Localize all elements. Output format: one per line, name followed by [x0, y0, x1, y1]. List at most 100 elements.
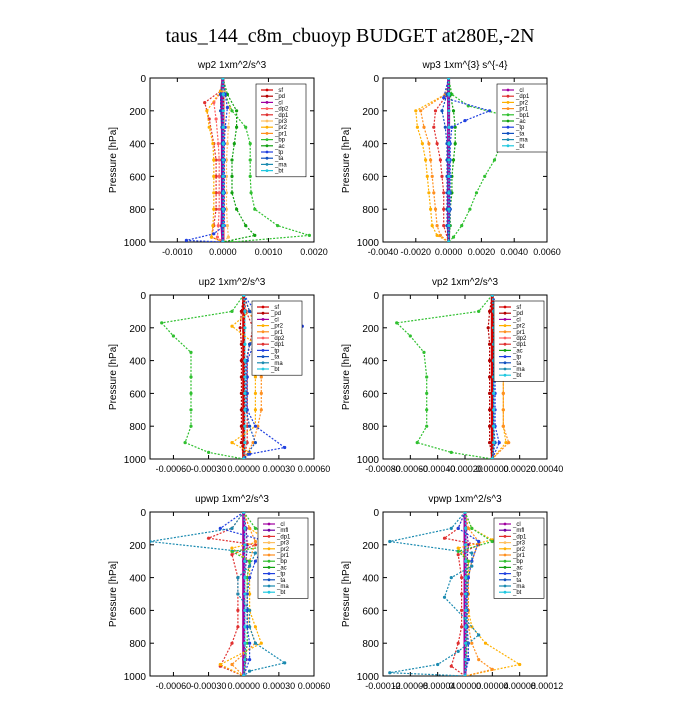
series-point-pr2	[436, 234, 439, 237]
legend-marker	[268, 523, 271, 526]
legend-marker	[504, 324, 507, 327]
series-point-pr2	[427, 191, 430, 194]
legend-label: _pr2	[270, 324, 284, 330]
series-point-ta	[248, 425, 251, 428]
series-point-dp2	[218, 175, 221, 178]
series-line-bp	[397, 295, 493, 459]
series-point-pr1	[502, 392, 505, 395]
legend-marker	[504, 591, 507, 594]
series-point-ac	[235, 109, 238, 112]
legend-label: _tp	[512, 355, 522, 361]
y-tick-label: 400	[362, 357, 379, 368]
legend-label: _dp1	[512, 342, 527, 348]
series-point-ma	[477, 633, 480, 636]
series-point-bt	[447, 208, 450, 211]
series-point-bt	[243, 609, 246, 612]
series-point-dp1	[203, 101, 206, 104]
y-axis-label: Pressure [hPa]	[341, 561, 352, 627]
series-point-bt	[243, 543, 246, 546]
series-point-ma	[436, 663, 439, 666]
legend-marker	[507, 101, 510, 104]
series-point-pr2	[230, 441, 233, 444]
series-point-bp	[425, 392, 428, 395]
series-point-bt	[491, 293, 494, 296]
legend-marker	[507, 138, 510, 141]
series-point-bp	[470, 527, 473, 530]
series-point-pr1	[477, 658, 480, 661]
series-point-bt	[243, 375, 246, 378]
series-point-bp	[172, 334, 175, 337]
legend-label: _pr3	[512, 541, 526, 547]
series-point-bt	[447, 175, 450, 178]
legend-label: _pr3	[274, 119, 288, 125]
series-point-ma	[248, 609, 251, 612]
series-point-bp	[230, 240, 233, 243]
series-point-pr1	[419, 109, 422, 112]
series-point-pd	[240, 425, 243, 428]
series-point-ac	[230, 158, 233, 161]
series-point-bp	[491, 540, 494, 543]
legend-label: _dp1	[515, 94, 530, 100]
legend: _cl_mfl_dp1_pr3_pr2_pr1_bp_ac_tp_ta_ma_b…	[494, 518, 544, 598]
series-point-bp	[308, 234, 311, 237]
legend-marker	[266, 126, 269, 129]
series-point-bt	[447, 93, 450, 96]
legend-marker	[262, 343, 265, 346]
series-point-pd	[488, 359, 491, 362]
series-point-bt	[242, 674, 245, 677]
legend-marker	[268, 566, 271, 569]
series-point-bt	[492, 392, 495, 395]
series-point-bt	[492, 441, 495, 444]
series-point-ma	[470, 551, 473, 554]
series-point-ma	[148, 540, 151, 543]
series-point-pd	[487, 326, 490, 329]
series-point-dp1	[230, 553, 233, 556]
legend-label: _pr2	[515, 100, 529, 106]
series-point-bt	[222, 191, 225, 194]
legend-label: _pr1	[512, 553, 526, 559]
series-point-bp	[416, 441, 419, 444]
legend-label: _tp	[515, 125, 525, 131]
series-point-bt	[222, 158, 225, 161]
series-point-bp	[248, 560, 251, 563]
series-point-tp	[219, 527, 222, 530]
series-point-bt	[447, 142, 450, 145]
series-point-pr2	[254, 375, 257, 378]
series-point-pd	[240, 441, 243, 444]
legend-marker	[504, 337, 507, 340]
series-point-dp1	[236, 625, 239, 628]
legend-label: _cl	[274, 100, 283, 106]
series-point-bt	[464, 560, 467, 563]
legend-label: _pr2	[274, 125, 288, 131]
series-point-ma	[283, 661, 286, 664]
series-point-bt	[243, 425, 246, 428]
series-point-bt	[243, 408, 246, 411]
legend-marker	[268, 554, 271, 557]
legend-marker	[504, 554, 507, 557]
series-point-pr2	[484, 642, 487, 645]
x-tick-label: 0.00000	[227, 681, 260, 691]
series-point-bt	[464, 625, 467, 628]
series-point-bp	[409, 334, 412, 337]
x-tick-label: 0.00060	[298, 681, 331, 691]
y-tick-label: 600	[362, 389, 379, 400]
series-point-dp1	[443, 537, 446, 540]
x-tick-label: 0.00040	[531, 464, 564, 474]
series-point-bp	[184, 441, 187, 444]
series-point-bt	[243, 625, 246, 628]
series-point-ac	[235, 208, 238, 211]
series-point-bt	[243, 592, 246, 595]
legend-marker	[266, 95, 269, 98]
y-tick-label: 0	[373, 508, 379, 519]
series-point-dp1	[230, 642, 233, 645]
series-point-bp	[189, 351, 192, 354]
series-point-pr3	[226, 224, 229, 227]
x-tick-label: 0.00012	[531, 681, 564, 691]
x-tick-label: -0.00060	[156, 681, 192, 691]
series-point-dp2	[216, 236, 219, 239]
series-point-tp	[248, 576, 251, 579]
legend-label: _ma	[512, 584, 525, 590]
series-point-ta	[444, 126, 447, 129]
series-point-bt	[492, 425, 495, 428]
y-tick-label: 0	[140, 508, 146, 519]
